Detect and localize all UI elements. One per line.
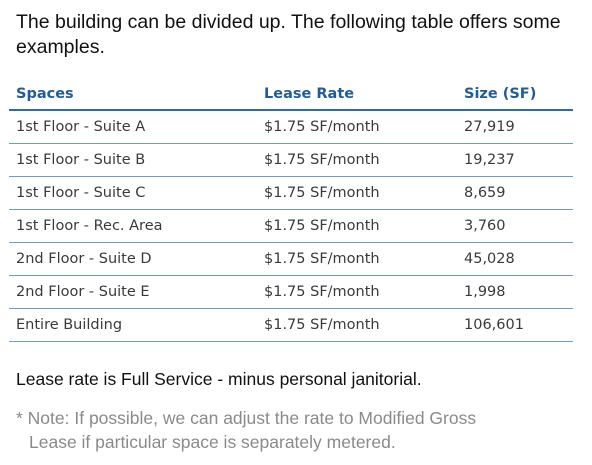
- space-cell: 2nd Floor - Suite E: [9, 275, 257, 309]
- footnote-line-1: * Note: If possible, we can adjust the r…: [16, 408, 477, 428]
- space-cell: 1st Floor - Suite B: [9, 143, 257, 177]
- lease-rate-cell: $1.75 SF/month: [257, 143, 457, 177]
- table-row: 2nd Floor - Suite E $1.75 SF/month 1,998: [9, 275, 573, 309]
- table-row: 1st Floor - Suite B $1.75 SF/month 19,23…: [9, 143, 573, 177]
- table-row: 1st Floor - Rec. Area $1.75 SF/month 3,7…: [9, 209, 573, 243]
- lease-rate-cell: $1.75 SF/month: [257, 110, 457, 144]
- space-cell: 1st Floor - Suite A: [9, 110, 257, 144]
- table-row: 1st Floor - Suite A $1.75 SF/month 27,91…: [9, 110, 573, 144]
- size-cell: 106,601: [457, 308, 573, 342]
- column-header-spaces: Spaces: [9, 78, 257, 111]
- size-cell: 19,237: [457, 143, 573, 177]
- table-row: 2nd Floor - Suite D $1.75 SF/month 45,02…: [9, 242, 573, 276]
- lease-rate-cell: $1.75 SF/month: [257, 308, 457, 342]
- size-cell: 27,919: [457, 110, 573, 144]
- footnote: * Note: If possible, we can adjust the r…: [16, 406, 576, 454]
- space-cell: 1st Floor - Suite C: [9, 176, 257, 210]
- space-cell: 2nd Floor - Suite D: [9, 242, 257, 276]
- space-cell: 1st Floor - Rec. Area: [9, 209, 257, 243]
- footnote-line-2: Lease if particular space is separately …: [29, 432, 396, 452]
- size-cell: 3,760: [457, 209, 573, 243]
- lease-rate-cell: $1.75 SF/month: [257, 176, 457, 210]
- table-row: Entire Building $1.75 SF/month 106,601: [9, 308, 573, 342]
- table-header-row: Spaces Lease Rate Size (SF): [9, 78, 573, 111]
- space-cell: Entire Building: [9, 308, 257, 342]
- lease-table: Spaces Lease Rate Size (SF) 1st Floor - …: [9, 78, 573, 342]
- table-row: 1st Floor - Suite C $1.75 SF/month 8,659: [9, 176, 573, 210]
- column-header-size: Size (SF): [457, 78, 573, 111]
- size-cell: 45,028: [457, 242, 573, 276]
- size-cell: 1,998: [457, 275, 573, 309]
- full-service-note: Lease rate is Full Service - minus perso…: [16, 369, 422, 389]
- lease-rate-cell: $1.75 SF/month: [257, 209, 457, 243]
- column-header-lease-rate: Lease Rate: [257, 78, 457, 111]
- size-cell: 8,659: [457, 176, 573, 210]
- lease-rate-cell: $1.75 SF/month: [257, 242, 457, 276]
- intro-text: The building can be divided up. The foll…: [16, 11, 561, 58]
- lease-rate-cell: $1.75 SF/month: [257, 275, 457, 309]
